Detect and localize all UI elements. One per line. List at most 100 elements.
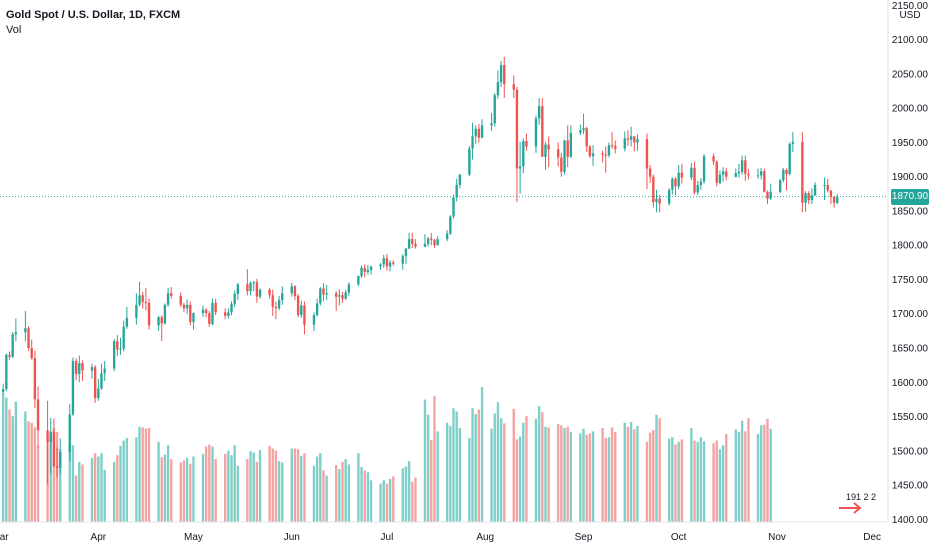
volume-bar [119,445,122,522]
candle-body [268,289,271,296]
candle-body [490,123,493,126]
candle-body [344,292,347,299]
candle-body [512,84,515,90]
candle-body [518,166,522,169]
candle-body [100,373,103,389]
volume-bar [334,465,338,522]
candle-body [147,302,151,326]
candle-body [59,452,62,468]
candle-body [658,198,661,204]
candle-body [138,295,141,305]
volume-bar [607,437,611,522]
volume-bar [236,465,240,522]
volume-bar [281,462,284,522]
volume-bar [293,448,297,522]
volume-bar [763,424,766,522]
volume-bar [366,472,370,522]
volume-bar [610,427,614,522]
volume-bar [385,483,389,522]
candle-body [645,139,649,169]
candle-body [718,174,722,183]
symbol-title[interactable]: Gold Spot / U.S. Dollar, 1D, FXCM [6,9,181,21]
volume-bars [1,387,772,522]
candle-body [725,171,728,177]
candle-body [449,216,452,234]
candle-body [423,243,427,247]
volume-bar [141,427,144,522]
candle-body [534,118,538,147]
volume-bar [547,427,550,522]
volume-arrow-icon[interactable] [836,500,868,516]
volume-bar [671,437,674,522]
candle-body [737,171,741,174]
volume-bar [652,430,655,522]
time-axis[interactable]: Mar Apr May Jun Jul Aug Sep Oct Nov Dec [0,532,881,543]
candle-body [338,295,341,297]
volume-bar [268,445,271,522]
candle-body [141,295,144,303]
candle-body [182,304,186,309]
candle-body [315,303,319,316]
volume-bar [1,392,5,522]
candle-body [633,136,636,143]
candle-body [458,174,462,185]
candle-body [677,172,680,187]
volume-bar [537,406,541,522]
candle-body [566,140,569,157]
candle-body [522,141,525,167]
volume-bar [163,454,167,522]
x-tick-label: Oct [671,532,687,543]
candle-body [778,180,782,192]
candle-body [255,282,259,297]
volume-bar [690,428,693,522]
volume-bar [433,396,436,522]
candle-body [46,430,49,442]
volume-bar [315,456,319,522]
volume-bar [30,422,33,522]
candle-body [712,156,715,162]
volume-bar [560,425,563,522]
candle-body [119,348,122,350]
volume-bar [116,455,119,522]
volume-bar [157,441,160,522]
candle-body [715,161,718,183]
candle-body [807,193,810,201]
candle-body [379,264,382,267]
candle-body [71,361,75,415]
candle-body [170,293,173,296]
volume-bar [71,445,75,522]
candle-body [401,256,404,264]
candle-body [591,153,595,157]
volume-bar [223,453,227,522]
y-tick-label: 1750.00 [892,275,929,286]
candle-body [585,128,588,147]
volume-bar [112,461,116,522]
volume-bar [601,428,604,522]
volume-bar [192,456,195,522]
candle-body [392,262,395,264]
candle-body [614,145,617,149]
volume-bar [721,445,725,522]
volume-bar [319,453,322,522]
volume-bar [471,408,474,522]
candle-body [30,348,33,359]
volume-indicator-label[interactable]: Vol [6,24,22,36]
candle-body [144,302,148,304]
y-tick-label: 1900.00 [892,172,929,183]
candle-body [90,367,94,371]
candle-body [496,82,500,96]
volume-bar [490,428,493,522]
chart-legend: Gold Spot / U.S. Dollar, 1D, FXCM Vol [6,8,180,38]
price-axis[interactable]: 1400.00 1450.00 1500.00 1550.00 1600.00 1650.… [892,1,929,526]
volume-bar [452,408,455,522]
candle-body [11,334,14,357]
x-tick-label: Mar [0,532,9,543]
candle-body [382,258,385,265]
volume-bar [49,431,52,522]
candle-body [347,284,351,293]
candle-body [477,128,481,138]
candle-body [388,262,392,267]
volume-bar [468,437,471,522]
